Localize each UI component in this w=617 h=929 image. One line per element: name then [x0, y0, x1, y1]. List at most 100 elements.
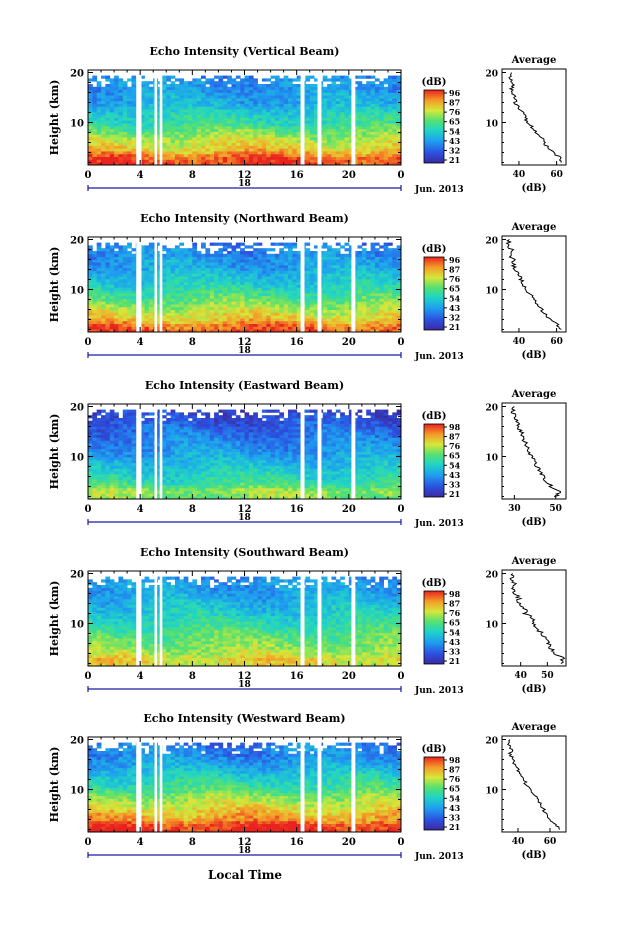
heatmap-cell: [209, 123, 215, 127]
heatmap-cell: [344, 276, 350, 280]
heatmap-cell: [179, 262, 185, 266]
heatmap-cell: [357, 111, 363, 116]
heatmap-cell: [314, 278, 319, 283]
heatmap-cell: [348, 78, 354, 82]
heatmap-cell: [96, 137, 102, 141]
heatmap-cell: [144, 145, 150, 149]
heatmap-cell: [96, 326, 102, 330]
heatmap-cell: [340, 329, 345, 333]
heatmap-cell: [309, 326, 315, 330]
heatmap-cell: [344, 117, 350, 121]
heatmap-cell: [340, 253, 345, 257]
heatmap-cell: [287, 89, 293, 93]
heatmap-cell: [305, 153, 311, 158]
heatmap-cell: [296, 496, 302, 500]
heatmap-cell: [396, 323, 402, 327]
heatmap-cell: [274, 493, 280, 497]
heatmap-cell: [344, 304, 350, 308]
heatmap-cell: [201, 128, 206, 132]
heatmap-cell: [240, 139, 245, 144]
heatmap-cell: [357, 86, 363, 90]
heatmap-cell: [366, 128, 371, 132]
heatmap-cell: [161, 159, 167, 163]
heatmap-cell: [244, 139, 250, 144]
heatmap-cell: [348, 131, 354, 135]
heatmap-cell: [179, 264, 185, 269]
heatmap-cell: [383, 304, 389, 308]
heatmap-cell: [218, 128, 224, 132]
heatmap-cell: [344, 309, 350, 313]
heatmap-cell: [270, 329, 276, 333]
heatmap-cell: [122, 295, 128, 299]
heatmap-cell: [274, 111, 280, 116]
heatmap-cell: [148, 156, 154, 160]
heatmap-cell: [166, 97, 171, 102]
heatmap-cell: [205, 95, 211, 99]
heatmap-cell: [166, 490, 171, 494]
heatmap-cell: [353, 100, 358, 104]
heatmap-cell: [231, 139, 237, 144]
heatmap-cell: [253, 270, 258, 274]
heatmap-cell: [179, 100, 185, 104]
heatmap-cell: [235, 315, 241, 319]
heatmap-cell: [353, 301, 358, 305]
heatmap-cell: [296, 145, 302, 149]
heatmap-cell: [379, 329, 385, 333]
heatmap-cell: [331, 114, 337, 118]
heatmap-cell: [348, 153, 354, 158]
heatmap-cell: [305, 125, 311, 130]
heatmap-cell: [374, 89, 380, 93]
heatmap-cell: [244, 323, 250, 327]
heatmap-cell: [270, 318, 276, 322]
heatmap-cell: [248, 292, 254, 297]
heatmap-cell: [327, 276, 332, 280]
heatmap-cell: [257, 253, 263, 257]
heatmap-cell: [331, 256, 337, 260]
heatmap-cell: [201, 75, 206, 79]
heatmap-cell: [244, 86, 250, 90]
heatmap-cell: [187, 86, 193, 90]
heatmap-cell: [266, 329, 271, 333]
heatmap-cell: [335, 309, 341, 313]
heatmap-cell: [296, 117, 302, 121]
heatmap-cell: [287, 298, 293, 302]
heatmap-cell: [218, 273, 224, 277]
heatmap-cell: [296, 278, 302, 283]
heatmap-cell: [396, 153, 402, 158]
heatmap-cell: [270, 287, 276, 291]
heatmap-cell: [383, 114, 389, 118]
heatmap-cell: [374, 250, 380, 255]
heatmap-cell: [287, 245, 293, 249]
heatmap-cell: [257, 496, 263, 500]
heatmap-cell: [392, 151, 398, 155]
heatmap-cell: [122, 106, 128, 110]
heatmap-cell: [387, 83, 393, 88]
heatmap-cell: [148, 131, 154, 135]
heatmap-cell: [88, 259, 93, 263]
heatmap-cell: [379, 253, 385, 257]
heatmap-cell: [253, 103, 258, 107]
heatmap-cell: [183, 137, 189, 141]
heatmap-cell: [309, 264, 315, 269]
heatmap-cell: [144, 487, 150, 492]
heatmap-cell: [353, 292, 358, 297]
heatmap-cell: [353, 86, 358, 90]
heatmap-cell: [387, 139, 393, 144]
heatmap-cell: [222, 287, 228, 291]
heatmap-cell: [240, 81, 245, 85]
heatmap-cell: [353, 117, 358, 121]
heatmap-cell: [218, 86, 224, 90]
heatmap-cell: [214, 295, 219, 299]
heatmap-cell: [379, 284, 385, 288]
heatmap-cell: [274, 298, 280, 302]
heatmap-cell: [166, 142, 171, 146]
heatmap-cell: [192, 315, 198, 319]
heatmap-cell: [179, 125, 185, 130]
heatmap-cell: [305, 151, 311, 155]
heatmap-cell: [374, 103, 380, 107]
average-profile-line: [508, 72, 562, 163]
heatmap-cell: [392, 264, 398, 269]
heatmap-cell: [248, 250, 254, 255]
heatmap-cell: [118, 295, 124, 299]
heatmap-cell: [270, 264, 276, 269]
